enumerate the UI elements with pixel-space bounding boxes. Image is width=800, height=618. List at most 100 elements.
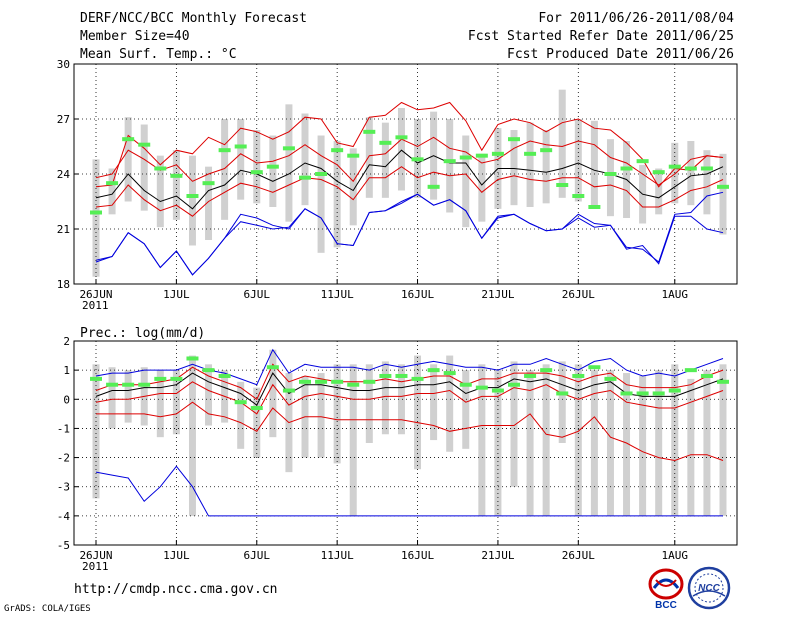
source-url[interactable]: http://cmdp.ncc.cma.gov.cn bbox=[74, 582, 278, 597]
grads-credit: GrADS: COLA/IGES bbox=[4, 604, 91, 614]
temp-green-bar bbox=[282, 146, 295, 151]
temp-green-bar bbox=[90, 210, 102, 215]
temp-series-p25 bbox=[95, 166, 724, 217]
temp-series-mean bbox=[95, 149, 724, 210]
prec-xtick-label: 1AUG bbox=[662, 549, 689, 562]
temp-box bbox=[221, 119, 229, 220]
temp-xtick-label: 1AUG bbox=[662, 288, 689, 301]
temp-green-bar bbox=[427, 184, 440, 189]
temp-green-bar bbox=[138, 142, 151, 147]
temp-green-bar bbox=[170, 173, 183, 178]
temp-green-bar bbox=[363, 129, 376, 134]
prec-ytick-label: -1 bbox=[57, 422, 70, 435]
prec-series-p10 bbox=[96, 401, 724, 462]
temp-box bbox=[542, 130, 550, 204]
prec-xtick-label: 6JUL bbox=[244, 549, 271, 562]
prec-box bbox=[623, 373, 631, 516]
prec-green-bar bbox=[636, 391, 649, 396]
temp-box bbox=[478, 153, 486, 222]
temp-green-bar bbox=[106, 181, 119, 186]
prec-green-bar bbox=[491, 388, 504, 393]
prec-box bbox=[687, 378, 695, 516]
temp-green-bar bbox=[717, 184, 729, 189]
temp-box bbox=[526, 122, 534, 207]
temp-green-bar bbox=[588, 205, 601, 209]
temp-xtick-label: 26JUN bbox=[79, 288, 112, 301]
prec-box bbox=[703, 370, 711, 516]
prec-green-bar bbox=[572, 373, 585, 378]
prec-box bbox=[671, 364, 679, 516]
prec-ytick-label: 0 bbox=[63, 393, 70, 406]
prec-box bbox=[574, 364, 582, 516]
temp-box bbox=[205, 166, 213, 240]
temp-green-bar bbox=[122, 137, 135, 142]
prec-green-bar bbox=[700, 373, 713, 378]
prec-box bbox=[542, 364, 550, 516]
temp-green-bar bbox=[572, 194, 585, 198]
temp-box bbox=[558, 89, 566, 198]
prec-green-bar bbox=[282, 388, 295, 393]
temp-box bbox=[285, 104, 293, 222]
temp-ytick-label: 21 bbox=[57, 223, 70, 236]
temp-green-bar bbox=[250, 170, 263, 175]
prec-green-bar bbox=[395, 373, 408, 378]
temp-box bbox=[188, 155, 196, 246]
temp-ytick-label: 24 bbox=[57, 168, 71, 181]
prec-green-bar bbox=[717, 379, 729, 384]
prec-green-bar bbox=[202, 368, 215, 373]
temp-box bbox=[124, 117, 132, 202]
prec-green-bar bbox=[475, 385, 488, 390]
temp-xtick-label: 1JUL bbox=[163, 288, 190, 301]
prec-ytick-label: -2 bbox=[57, 452, 70, 465]
prec-xtick-label: 11JUL bbox=[321, 549, 354, 562]
prec-box bbox=[478, 364, 486, 516]
prec-green-bar bbox=[459, 382, 472, 387]
prec-xtick-label: 26JUN bbox=[79, 549, 112, 562]
prec-box bbox=[510, 361, 518, 487]
temp-panel: 18 21 24 27 30 26JUN 1JUL 6JUL 11JUL 16JUL 21JUL 26… bbox=[57, 58, 738, 312]
temp-box bbox=[446, 119, 454, 213]
temp-green-bar bbox=[331, 148, 344, 153]
prec-panel: -5 -4 -3 -2 -1 0 1 2 26JUN 1JUL 6JUL 11JUL 16JUL 21JU… bbox=[57, 326, 738, 573]
temp-green-bar bbox=[379, 140, 392, 145]
prec-series-max bbox=[95, 348, 724, 386]
temp-green-bar bbox=[652, 170, 665, 175]
temp-green-bar bbox=[459, 155, 472, 160]
prec-box bbox=[269, 349, 277, 438]
temp-series-min bbox=[95, 193, 724, 276]
temp-green-bar bbox=[299, 175, 311, 180]
ncc-logo: NCC bbox=[687, 566, 731, 610]
temp-box bbox=[381, 122, 389, 198]
temp-green-bar bbox=[491, 151, 504, 156]
prec-series-min bbox=[95, 465, 723, 517]
temp-box bbox=[333, 141, 341, 248]
prec-box bbox=[108, 367, 116, 429]
prec-green-bar bbox=[556, 391, 569, 396]
prec-green-bar bbox=[250, 406, 263, 411]
prec-frame bbox=[73, 340, 738, 546]
temp-series-upper bbox=[95, 101, 724, 188]
temp-box bbox=[365, 117, 373, 198]
prec-green-bar bbox=[315, 379, 328, 384]
prec-green-bar bbox=[218, 373, 231, 378]
prec-panel-title: Prec.: log(mm/d) bbox=[80, 326, 205, 341]
temp-box bbox=[397, 108, 405, 191]
temp-box bbox=[687, 141, 695, 206]
prec-green-bar bbox=[154, 376, 167, 381]
prec-box bbox=[237, 381, 245, 449]
temp-box bbox=[655, 168, 663, 215]
prec-green-bar bbox=[540, 368, 553, 373]
temp-green-bar bbox=[556, 183, 569, 187]
prec-green-bar bbox=[427, 368, 440, 373]
temp-box bbox=[269, 135, 277, 207]
forecast-title: DERF/NCC/BCC Monthly Forecast bbox=[80, 11, 307, 26]
temp-xtick-label: 26JUL bbox=[562, 288, 595, 301]
prec-series-lower bbox=[95, 381, 724, 415]
temp-green-bar bbox=[620, 166, 633, 171]
prec-box bbox=[606, 370, 614, 516]
prec-green-bar bbox=[668, 388, 681, 393]
temp-box bbox=[237, 119, 245, 200]
prec-green-bar bbox=[138, 382, 151, 387]
prec-xtick-label: 1JUL bbox=[163, 549, 190, 562]
temp-green-bar bbox=[684, 166, 697, 171]
